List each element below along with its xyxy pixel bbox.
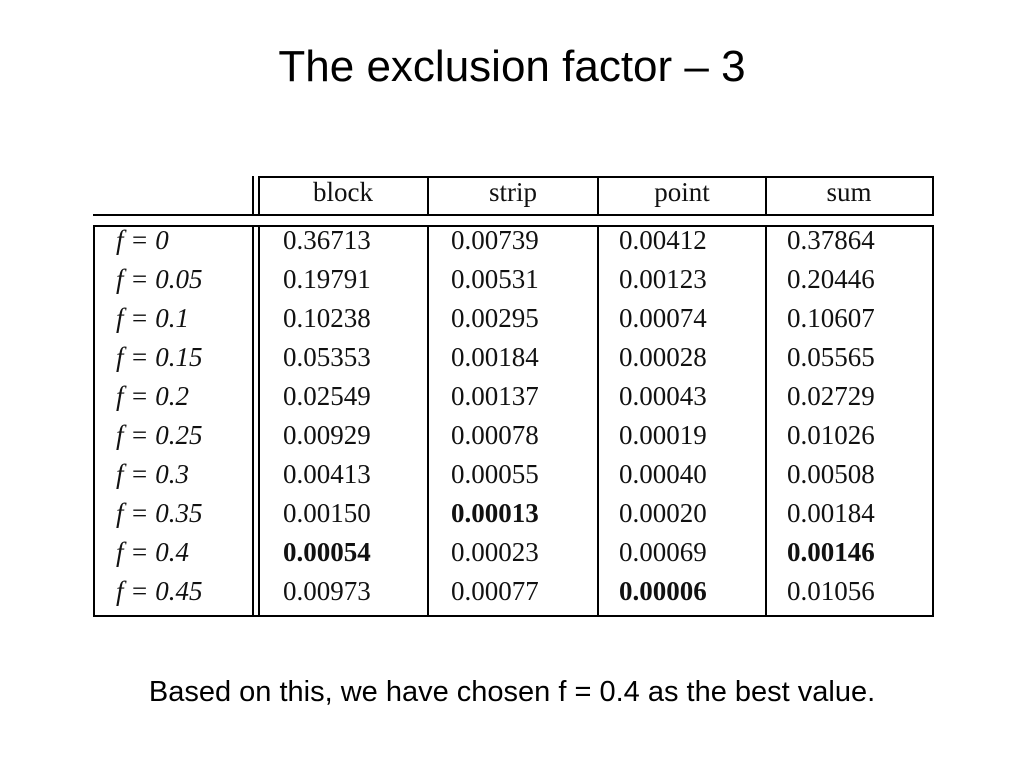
- table-cell: 0.00078: [451, 420, 539, 450]
- row-label: f = 0.1: [116, 303, 189, 333]
- table-cell: 0.00006: [619, 576, 707, 606]
- table-cell: 0.05353: [283, 342, 371, 372]
- table-cell: 0.01056: [787, 576, 875, 606]
- table-cell: 0.00739: [451, 225, 539, 255]
- table-cell: 0.00013: [451, 498, 539, 528]
- table-cell: 0.36713: [283, 225, 371, 255]
- table-cell: 0.00123: [619, 264, 707, 294]
- table-cell: 0.00295: [451, 303, 539, 333]
- table-cell: 0.00023: [451, 537, 539, 567]
- table-cell: 0.00150: [283, 498, 371, 528]
- table-cell: 0.37864: [787, 225, 875, 255]
- slide-title: The exclusion factor – 3: [278, 42, 746, 91]
- table-cell: 0.00184: [451, 342, 539, 372]
- table-cell: 0.00040: [619, 459, 707, 489]
- table-cell: 0.00077: [451, 576, 539, 606]
- column-header: sum: [826, 177, 871, 207]
- table-cell: 0.02729: [787, 381, 875, 411]
- row-label: f = 0.2: [116, 381, 189, 411]
- table-cell: 0.05565: [787, 342, 875, 372]
- column-header: block: [313, 177, 373, 207]
- table-cell: 0.00413: [283, 459, 371, 489]
- table-cell: 0.00028: [619, 342, 707, 372]
- table-cell: 0.00020: [619, 498, 707, 528]
- table-cell: 0.00929: [283, 420, 371, 450]
- table-cell: 0.00069: [619, 537, 707, 567]
- table-cell: 0.00043: [619, 381, 707, 411]
- caption: Based on this, we have chosen f = 0.4 as…: [148, 676, 876, 708]
- table-cell: 0.01026: [787, 420, 875, 450]
- table-cell: 0.00137: [451, 381, 539, 411]
- row-label: f = 0.15: [116, 342, 202, 372]
- column-header: strip: [489, 177, 537, 207]
- table-cell: 0.00531: [451, 264, 539, 294]
- table-cell: 0.10238: [283, 303, 371, 333]
- row-label: f = 0.45: [116, 576, 202, 606]
- table-cell: 0.00019: [619, 420, 707, 450]
- table-cell: 0.00508: [787, 459, 875, 489]
- table-cell: 0.00074: [619, 303, 707, 333]
- table-cell: 0.10607: [787, 303, 875, 333]
- row-label: f = 0.05: [116, 264, 202, 294]
- row-label: f = 0: [116, 225, 169, 255]
- row-label: f = 0.3: [116, 459, 189, 489]
- table-cell: 0.19791: [283, 264, 371, 294]
- row-label: f = 0.35: [116, 498, 202, 528]
- table-cell: 0.02549: [283, 381, 371, 411]
- row-label: f = 0.4: [116, 537, 189, 567]
- table-cell: 0.20446: [787, 264, 875, 294]
- table-cell: 0.00054: [283, 537, 371, 567]
- row-label: f = 0.25: [116, 420, 202, 450]
- table-cell: 0.00184: [787, 498, 875, 528]
- table-cell: 0.00146: [787, 537, 875, 567]
- table-cell: 0.00412: [619, 225, 707, 255]
- column-header: point: [654, 177, 710, 207]
- table-cell: 0.00973: [283, 576, 371, 606]
- table-cell: 0.00055: [451, 459, 539, 489]
